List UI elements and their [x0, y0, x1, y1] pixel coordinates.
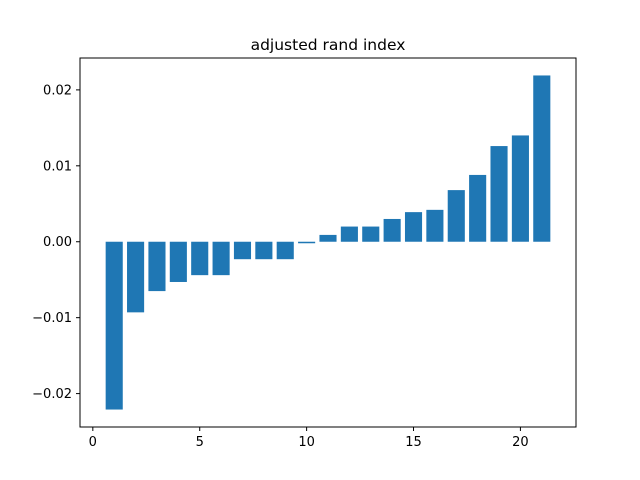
bars-group — [105, 75, 551, 410]
bar — [362, 226, 380, 242]
bar — [319, 234, 337, 242]
bar — [383, 218, 401, 242]
bar — [426, 209, 444, 242]
bar — [212, 241, 230, 276]
bar — [404, 212, 423, 242]
y-tick-label: 0.00 — [43, 235, 72, 250]
x-axis: 0 5 10 15 20 — [89, 427, 529, 450]
bar — [511, 135, 529, 242]
bar — [298, 241, 316, 244]
y-axis: −0.02 −0.01 0.00 0.01 0.02 — [32, 83, 80, 402]
bar — [447, 190, 465, 242]
bar — [490, 146, 508, 242]
bar — [233, 241, 252, 260]
y-tick-label: 0.02 — [43, 83, 72, 98]
x-tick-label: 0 — [89, 435, 97, 450]
y-tick-label: −0.01 — [32, 311, 72, 326]
bar — [127, 241, 145, 313]
y-tick-label: 0.01 — [43, 159, 72, 174]
x-tick-label: 10 — [298, 435, 315, 450]
bar — [169, 241, 187, 282]
plot-frame — [79, 57, 577, 428]
x-tick-label: 15 — [405, 435, 422, 450]
bar — [276, 241, 294, 260]
x-tick-label: 20 — [512, 435, 529, 450]
bar — [533, 75, 551, 242]
bar — [191, 241, 209, 276]
bar — [148, 241, 166, 292]
bar — [469, 174, 487, 242]
chart-title: adjusted rand index — [251, 36, 406, 54]
y-tick-label: −0.02 — [32, 387, 72, 402]
x-tick-label: 5 — [196, 435, 204, 450]
bar — [105, 241, 123, 410]
bar — [340, 226, 358, 242]
bar — [255, 241, 273, 260]
